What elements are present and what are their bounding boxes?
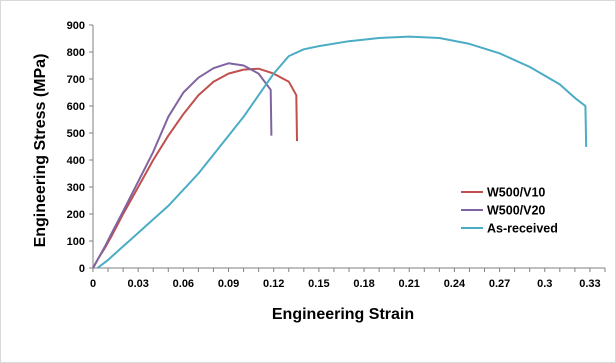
y-tick-label: 500 [67, 128, 85, 140]
x-tick-label: 0.24 [444, 278, 466, 290]
legend-label: W500/V10 [487, 186, 545, 200]
series-line-0 [92, 67, 298, 269]
y-tick-label: 800 [67, 47, 85, 59]
x-tick-label: 0.12 [263, 278, 284, 290]
legend-label: As-received [487, 222, 558, 236]
y-tick-label: 0 [79, 263, 85, 275]
x-tick-label: 0.03 [127, 278, 148, 290]
axes: 0 100 200 300 400 500 600 700 800 900 0 0.03 0.06 0.0… [67, 20, 606, 290]
x-tick-label: 0.27 [489, 278, 510, 290]
x-axis-title: Engineering Strain [272, 306, 414, 323]
series-lines [92, 35, 588, 269]
x-tick-label: 0 [90, 278, 96, 290]
legend: W500/V10 W500/V20 As-received [461, 186, 558, 236]
y-axis-title: Engineering Stress (MPa) [32, 54, 49, 248]
x-tick-label: 0.09 [218, 278, 239, 290]
y-tick-label: 300 [67, 182, 85, 194]
x-tick-label: 0.21 [399, 278, 420, 290]
y-tick-label: 600 [67, 101, 85, 113]
x-tick-label: 0.33 [579, 278, 600, 290]
series-line-2 [96, 35, 588, 269]
x-tick-label: 0.3 [537, 278, 552, 290]
y-tick-label: 900 [67, 20, 85, 32]
y-tick-label: 400 [67, 155, 85, 167]
y-tick-label: 200 [67, 209, 85, 221]
x-tick-label: 0.18 [353, 278, 374, 290]
x-tick-label: 0.06 [173, 278, 194, 290]
y-tick-label: 700 [67, 74, 85, 86]
x-tick-label: 0.15 [308, 278, 329, 290]
y-tick-label: 100 [67, 236, 85, 248]
legend-label: W500/V20 [487, 204, 545, 218]
series-line-1 [92, 62, 273, 269]
